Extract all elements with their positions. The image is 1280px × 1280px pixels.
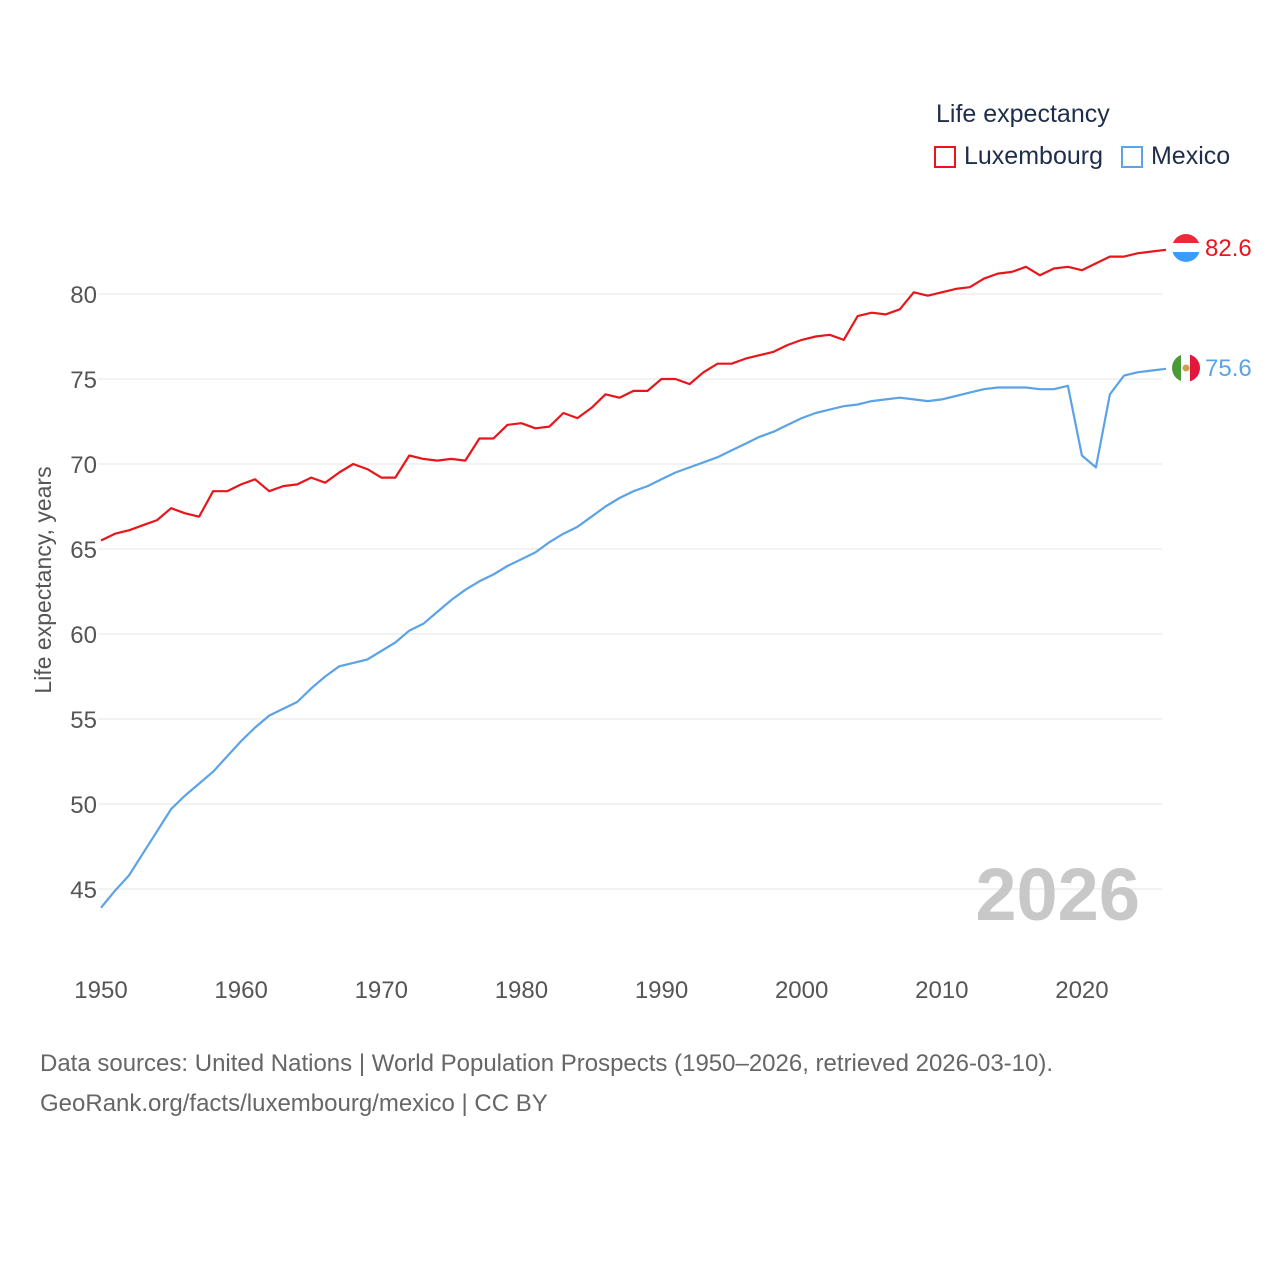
y-tick-label: 80 [70, 282, 97, 309]
source-line-1: Data sources: United Nations | World Pop… [40, 1050, 1054, 1077]
mexico-end-value: 75.6 [1205, 355, 1252, 382]
series-line-luxembourg[interactable] [100, 248, 1167, 542]
legend-title: Life expectancy [936, 100, 1110, 128]
x-tick-label: 1950 [74, 977, 127, 1004]
x-tick-label: 2000 [775, 977, 828, 1004]
source-line-2[interactable]: GeoRank.org/facts/luxembourg/mexico | CC… [40, 1090, 548, 1117]
y-tick-label: 45 [70, 877, 97, 904]
luxembourg-flag-icon [1172, 234, 1200, 262]
legend: Luxembourg Mexico [934, 142, 1248, 171]
legend-item-mexico[interactable]: Mexico [1120, 142, 1231, 171]
luxembourg-end-value: 82.6 [1205, 235, 1252, 262]
series-line-mexico[interactable] [100, 367, 1167, 909]
y-tick-label: 50 [70, 792, 97, 819]
y-axis-ticks: 45 50 55 60 65 70 75 80 [70, 282, 97, 904]
x-tick-label: 2010 [915, 977, 968, 1004]
legend-item-luxembourg[interactable]: Luxembourg [934, 142, 1103, 171]
x-axis-ticks: 1950 1960 1970 1980 1990 2000 2010 2020 [74, 977, 1108, 1004]
y-axis-label: Life expectancy, years [30, 466, 56, 693]
x-tick-label: 1990 [635, 977, 688, 1004]
y-tick-label: 70 [70, 452, 97, 479]
mexico-swatch [1120, 145, 1143, 168]
luxembourg-swatch [934, 145, 956, 168]
x-tick-label: 1970 [355, 977, 408, 1004]
y-tick-label: 65 [70, 537, 97, 564]
x-tick-label: 1960 [214, 977, 267, 1004]
legend-label-luxembourg: Luxembourg [964, 142, 1103, 170]
y-tick-label: 75 [70, 367, 97, 394]
y-tick-label: 55 [70, 707, 97, 734]
series-lines [100, 248, 1167, 909]
y-tick-label: 60 [70, 622, 97, 649]
mexico-flag-icon [1172, 354, 1200, 382]
grid-lines [98, 293, 1162, 890]
legend-label-mexico: Mexico [1150, 142, 1231, 170]
x-tick-label: 2020 [1055, 977, 1108, 1004]
source-note: Data sources: United Nations | World Pop… [40, 1044, 1053, 1124]
year-watermark: 2026 [975, 853, 1140, 936]
x-tick-label: 1980 [495, 977, 548, 1004]
